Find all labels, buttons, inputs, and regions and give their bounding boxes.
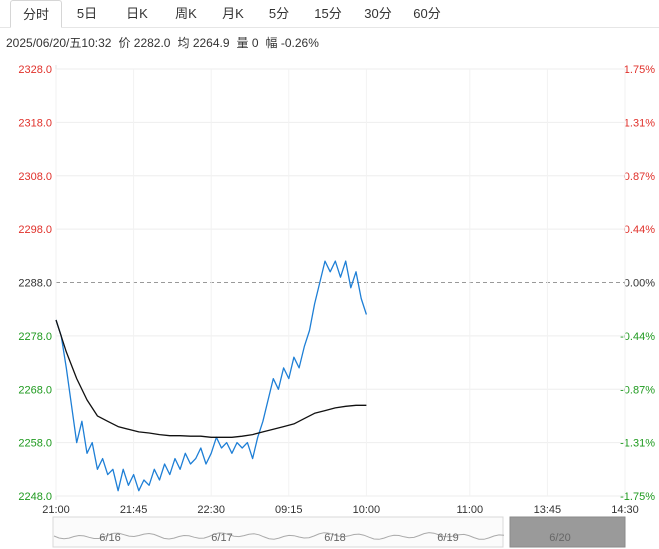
x-tick-label: 21:45 (120, 504, 148, 516)
quote-avg: 均 2264.9 (177, 36, 230, 50)
tab-5day[interactable]: 5日 (76, 6, 98, 21)
navigator-date-label: 6/17 (211, 532, 232, 544)
y-tick-label-left: 2328.0 (18, 64, 52, 76)
x-tick-label: 21:00 (42, 504, 70, 516)
tab-15min[interactable]: 15分 (314, 6, 342, 21)
y-tick-label-left: 2268.0 (18, 384, 52, 396)
navigator-date-label: 6/19 (437, 532, 458, 544)
period-tabs: 分时 5日 日K 周K 月K 5分 15分 30分 60分 (0, 0, 659, 28)
y-tick-label-left: 2318.0 (18, 117, 52, 129)
y-tick-label-left: 2248.0 (18, 491, 52, 503)
x-tick-label: 09:15 (275, 504, 303, 516)
y-tick-label-right: -0.44% (620, 331, 655, 343)
navigator-date-label: 6/16 (99, 532, 120, 544)
tab-30min[interactable]: 30分 (364, 6, 392, 21)
quote-volume: 量 0 (236, 36, 259, 50)
navigator-date-label: 6/20 (549, 532, 570, 544)
navigator-trend-line (53, 532, 505, 540)
average-price-line (55, 319, 367, 438)
y-tick-label-right: 1.31% (624, 117, 655, 129)
tab-daily-k[interactable]: 日K (126, 6, 148, 21)
y-tick-label-left: 2278.0 (18, 331, 52, 343)
quote-price: 价 2282.0 (118, 36, 171, 50)
navigator-selected-window (509, 516, 626, 548)
y-tick-label-right: 1.75% (624, 64, 655, 76)
y-tick-label-left: 2298.0 (18, 224, 52, 236)
quote-info: 2025/06/20/五10:32 价 2282.0 均 2264.9 量 0 幅 -0… (6, 34, 326, 51)
y-tick-label-right: -1.31% (620, 438, 655, 450)
y-tick-label-left: 2308.0 (18, 171, 52, 183)
x-tick-label: 13:45 (534, 504, 562, 516)
tab-60min[interactable]: 60分 (413, 6, 441, 21)
y-tick-label-right: -1.75% (620, 491, 655, 503)
x-tick-label: 14:30 (611, 504, 639, 516)
price-line (55, 260, 368, 492)
tab-minute[interactable]: 分时 (10, 0, 62, 28)
y-tick-label-right: 0.87% (624, 171, 655, 183)
x-tick-label: 10:00 (353, 504, 381, 516)
y-tick-label-left: 2258.0 (18, 438, 52, 450)
y-tick-label-right: -0.87% (620, 384, 655, 396)
y-tick-label-left: 2288.0 (18, 278, 52, 290)
x-tick-label: 11:00 (456, 504, 483, 516)
tab-5min[interactable]: 5分 (268, 6, 290, 21)
quote-change: 幅 -0.26% (265, 36, 319, 50)
x-tick-label: 22:30 (197, 504, 225, 516)
navigator-date-label: 6/18 (324, 532, 345, 544)
navigator-range (52, 516, 504, 548)
tab-monthly-k[interactable]: 月K (222, 6, 244, 21)
y-tick-label-right: 0.00% (624, 278, 655, 290)
quote-datetime: 2025/06/20/五10:32 (6, 36, 112, 50)
y-tick-label-right: 0.44% (624, 224, 655, 236)
tab-weekly-k[interactable]: 周K (175, 6, 197, 21)
